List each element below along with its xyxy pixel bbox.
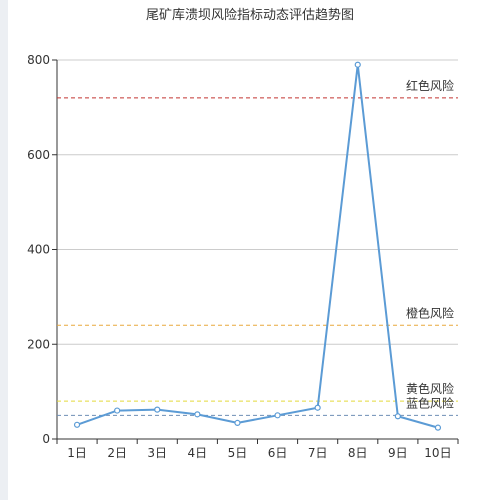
page-left-strip bbox=[0, 0, 8, 500]
x-tick-label-8: 9日 bbox=[388, 446, 408, 460]
x-tick-label-6: 7日 bbox=[308, 446, 328, 460]
reference-line-label-1: 橙色风险 bbox=[406, 305, 454, 320]
data-point-0-6 bbox=[314, 404, 321, 411]
x-tick-label-9: 10日 bbox=[424, 446, 451, 460]
x-tick-label-2: 3日 bbox=[147, 446, 167, 460]
x-tick-label-1: 2日 bbox=[107, 446, 127, 460]
chart-title: 尾矿库溃坝风险指标动态评估趋势图 bbox=[145, 8, 354, 23]
data-point-0-3 bbox=[194, 411, 201, 418]
data-point-0-0 bbox=[73, 421, 81, 428]
x-tick-label-0: 1日 bbox=[67, 446, 87, 460]
series-line-0 bbox=[76, 63, 439, 429]
y-tick-label-0: 0 bbox=[42, 432, 50, 446]
data-point-0-2 bbox=[154, 406, 161, 413]
data-point-0-9 bbox=[434, 424, 442, 431]
data-point-0-1 bbox=[114, 407, 121, 414]
x-tick-label-7: 8日 bbox=[348, 446, 368, 460]
reference-line-label-2: 黄色风险 bbox=[406, 381, 454, 396]
data-point-0-7 bbox=[354, 61, 361, 68]
y-tick-label-1: 200 bbox=[27, 337, 50, 351]
data-point-0-8 bbox=[394, 413, 401, 420]
data-point-0-4 bbox=[234, 419, 241, 426]
y-tick-label-2: 400 bbox=[27, 243, 50, 257]
reference-line-label-0: 红色风险 bbox=[406, 78, 454, 93]
x-tick-label-3: 4日 bbox=[188, 446, 208, 460]
y-tick-label-4: 800 bbox=[27, 53, 50, 67]
y-tick-label-3: 600 bbox=[27, 148, 50, 162]
reference-line-label-3: 蓝色风险 bbox=[406, 395, 454, 410]
data-point-0-5 bbox=[274, 412, 281, 419]
x-tick-label-5: 6日 bbox=[268, 446, 288, 460]
x-tick-label-4: 5日 bbox=[228, 446, 248, 460]
